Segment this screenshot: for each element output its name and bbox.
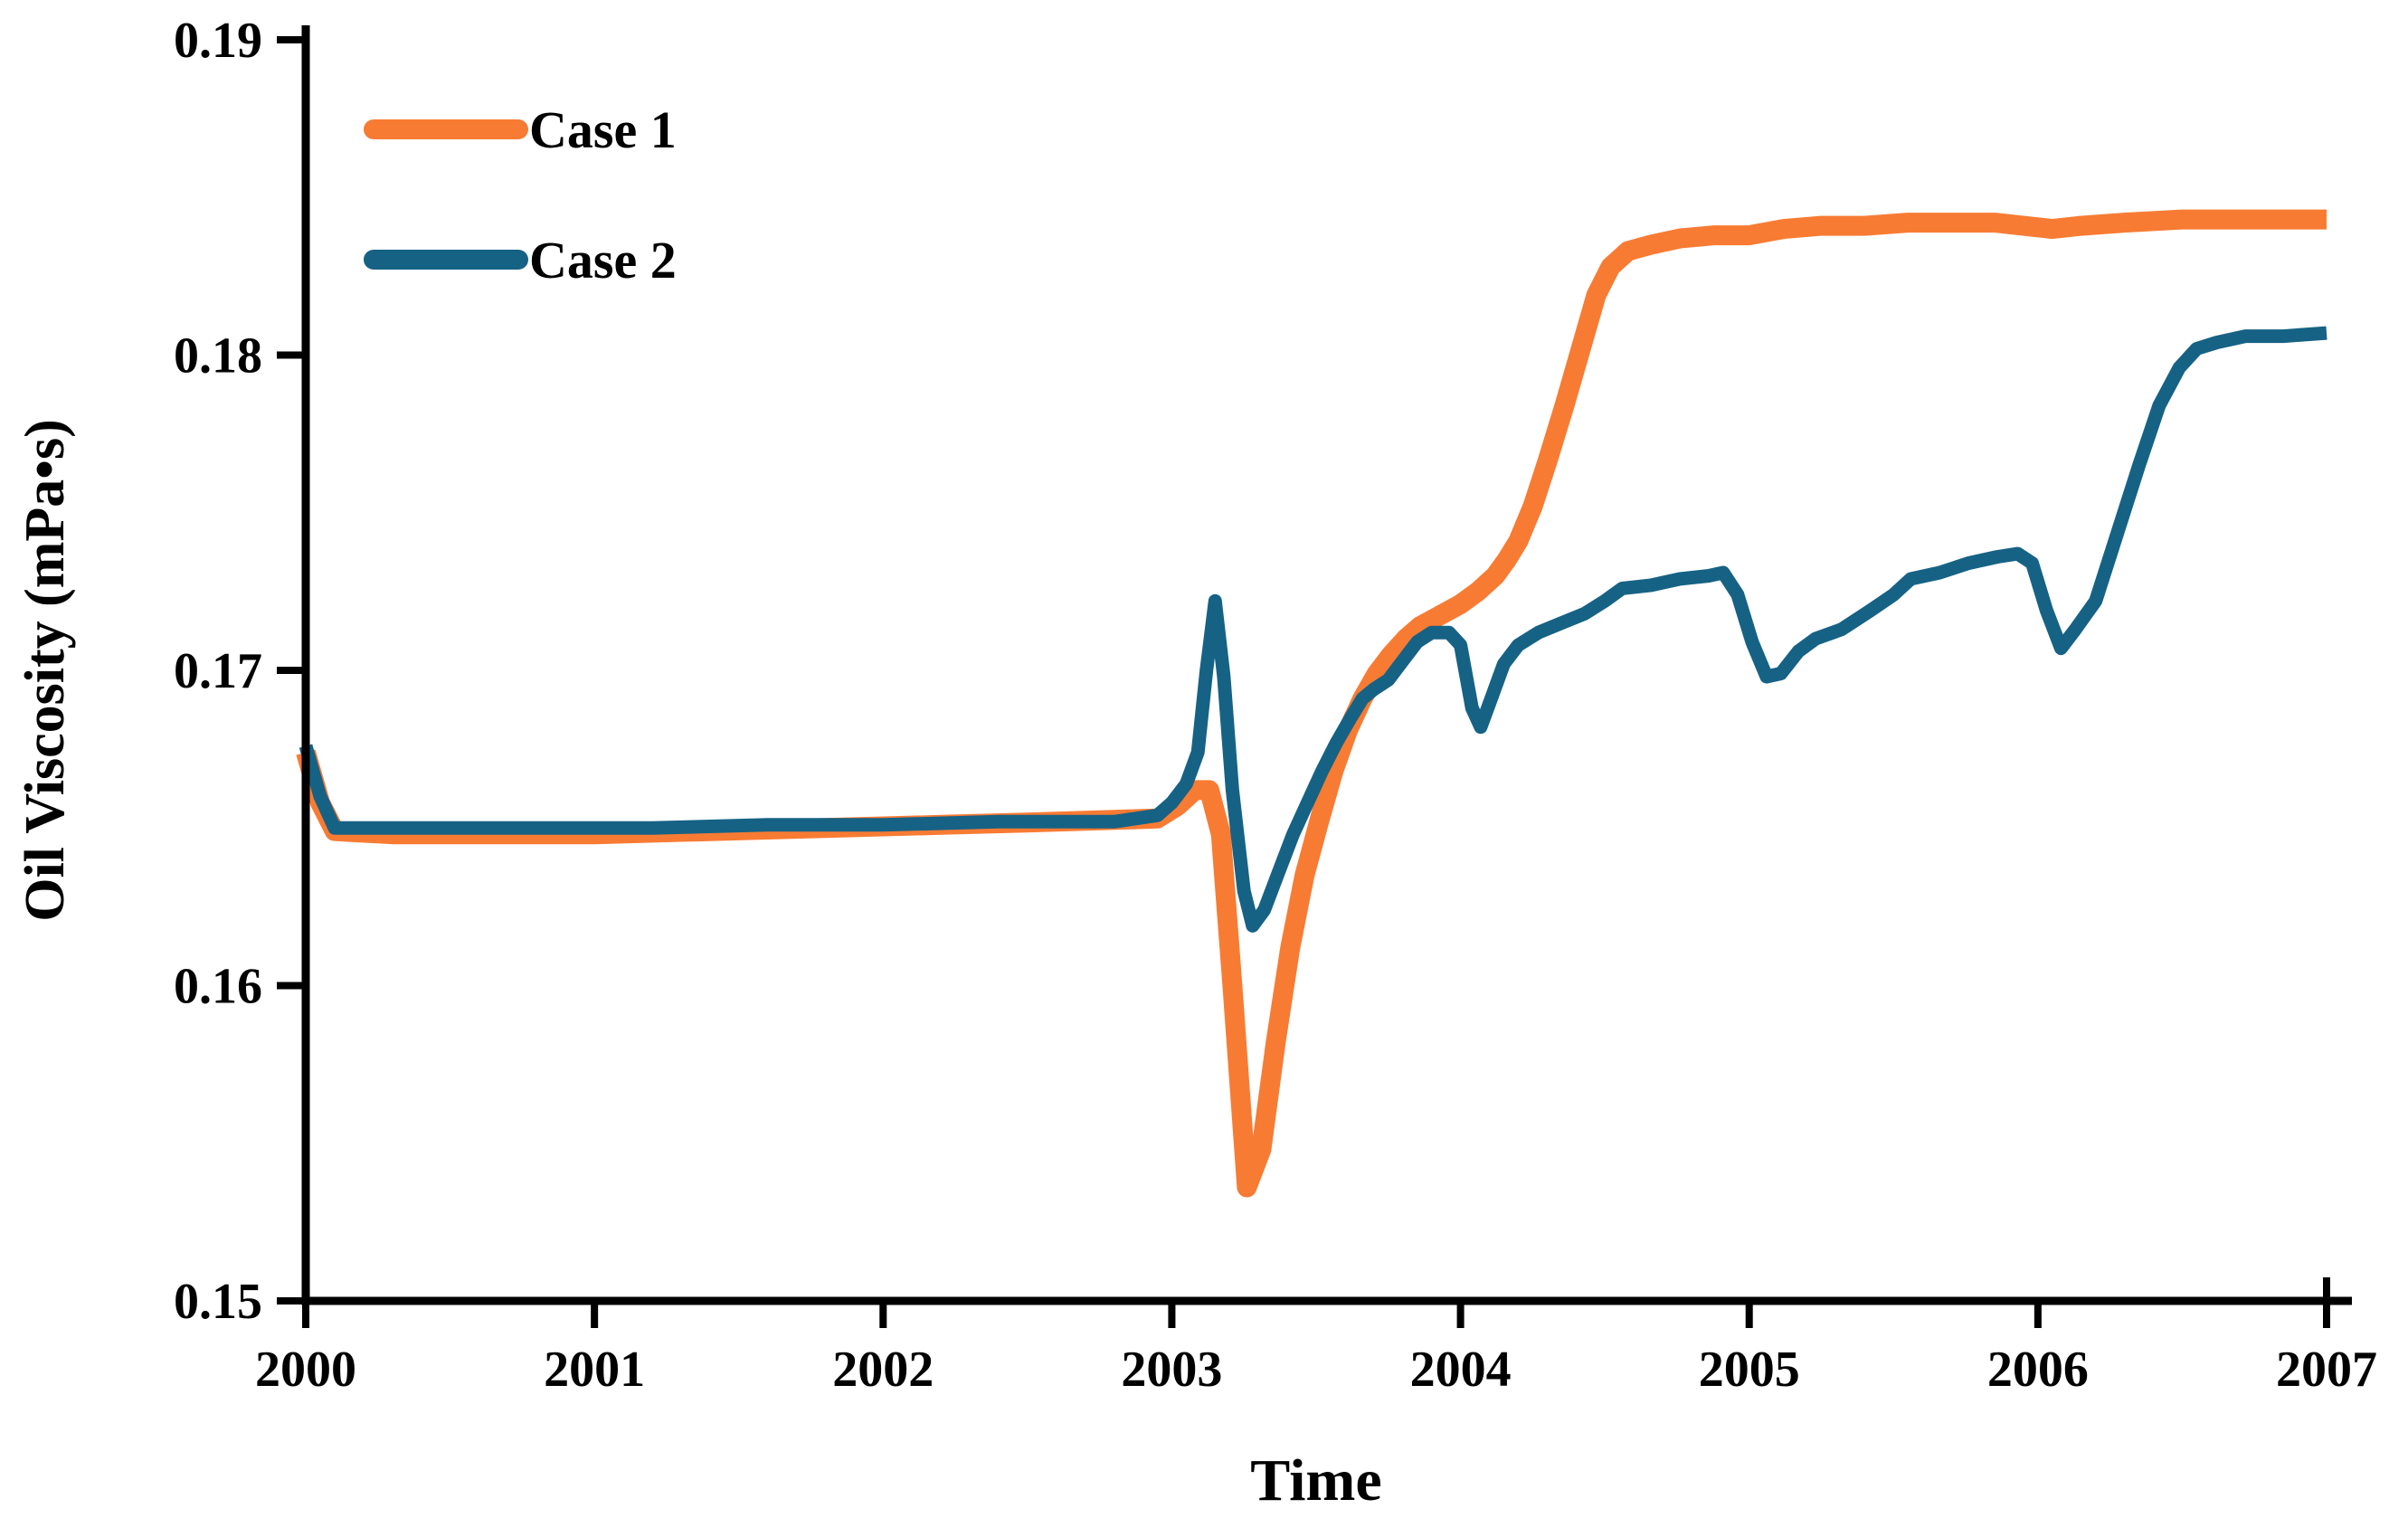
legend-label-case-1: Case 1	[529, 100, 677, 159]
x-axis-title: Time	[1250, 1447, 1381, 1513]
x-tick-label: 2003	[1121, 1342, 1222, 1398]
y-tick-label: 0.19	[174, 13, 262, 69]
x-tick-label: 2004	[1410, 1342, 1512, 1398]
legend-label-case-2: Case 2	[529, 231, 677, 289]
x-tick-label: 2002	[832, 1342, 934, 1398]
y-tick-label: 0.15	[174, 1274, 262, 1330]
y-tick-label: 0.18	[174, 328, 262, 384]
y-axis-title: Oil Viscosity (mPa•s)	[14, 419, 76, 922]
x-tick-label: 2000	[255, 1342, 356, 1398]
series-line-case-2	[299, 326, 2327, 933]
x-tick-label: 2007	[2276, 1342, 2377, 1398]
x-tick-label: 2006	[1987, 1342, 2089, 1398]
y-tick-label: 0.16	[174, 959, 262, 1015]
x-tick-label: 2005	[1699, 1342, 1800, 1398]
y-tick-label: 0.17	[174, 643, 262, 699]
series-line-case-1	[296, 209, 2327, 1198]
x-tick-label: 2001	[544, 1342, 645, 1398]
